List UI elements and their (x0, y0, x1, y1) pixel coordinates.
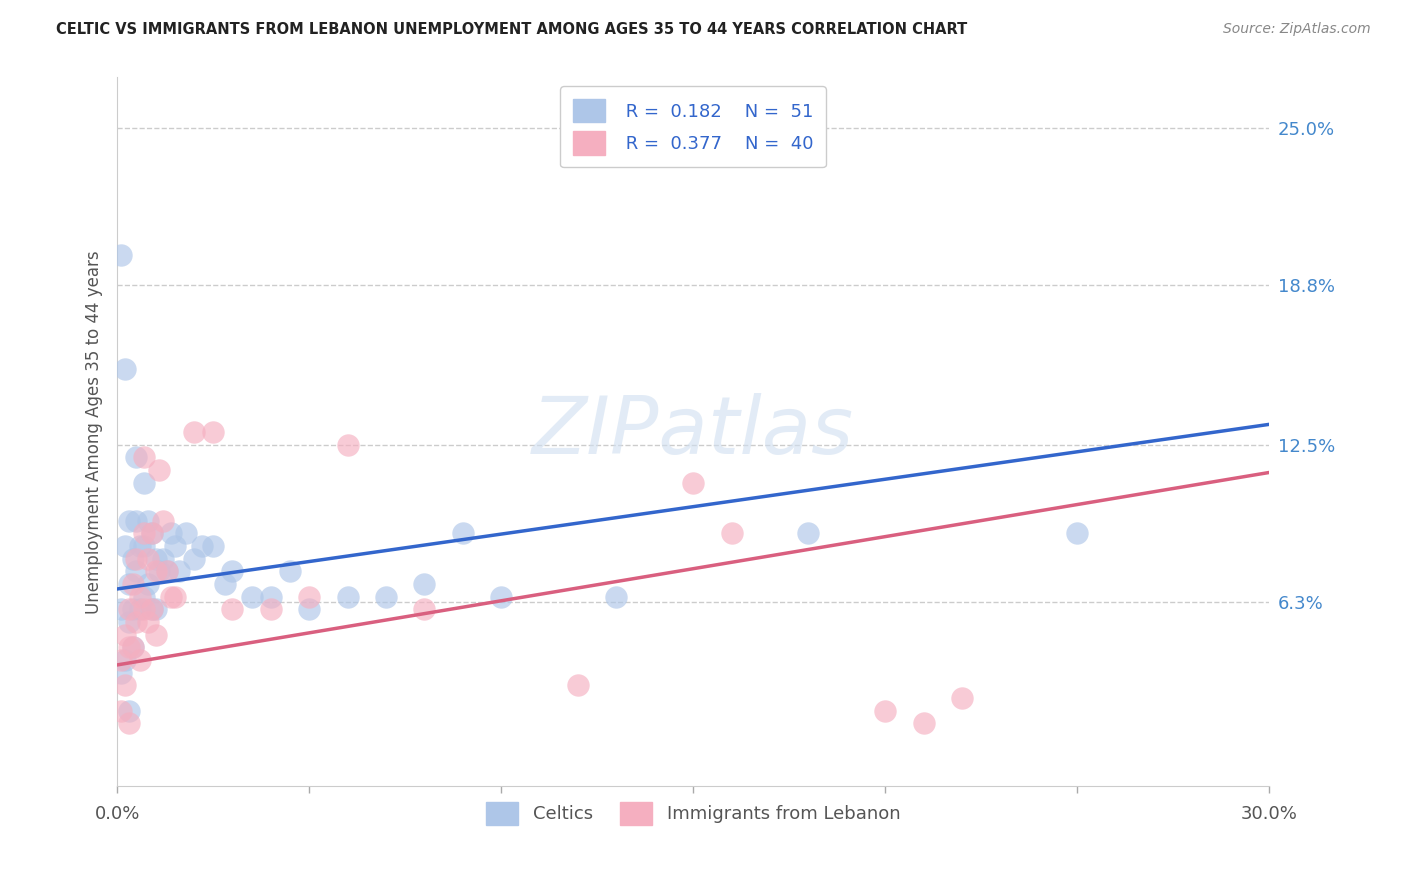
Point (118, 602, 141, 616)
Point (413, 602, 436, 616)
Point (110, 704, 132, 718)
Point (375, 590, 398, 604)
Point (121, 602, 143, 616)
Point (118, 514, 141, 528)
Point (152, 514, 174, 528)
Point (114, 361, 136, 376)
Point (132, 475, 155, 490)
Text: CELTIC VS IMMIGRANTS FROM LEBANON UNEMPLOYMENT AMONG AGES 35 TO 44 YEARS CORRELA: CELTIC VS IMMIGRANTS FROM LEBANON UNEMPL… (56, 22, 967, 37)
Point (148, 463, 170, 477)
Point (152, 551, 174, 566)
Point (567, 678, 589, 692)
Point (129, 653, 152, 667)
Point (183, 425, 205, 439)
Point (278, 564, 301, 578)
Text: Source: ZipAtlas.com: Source: ZipAtlas.com (1223, 22, 1371, 37)
Point (221, 602, 243, 616)
Legend: Celtics, Immigrants from Lebanon: Celtics, Immigrants from Lebanon (477, 793, 910, 834)
Point (125, 564, 148, 578)
Point (110, 665, 132, 680)
Point (451, 526, 474, 541)
Point (141, 526, 163, 541)
Point (125, 551, 148, 566)
Point (118, 640, 141, 655)
Point (136, 577, 159, 591)
Point (118, 615, 141, 629)
Point (141, 602, 163, 616)
Text: ZIPatlas: ZIPatlas (531, 393, 855, 471)
Point (141, 526, 163, 541)
Point (912, 716, 935, 731)
Point (163, 590, 186, 604)
Point (160, 526, 183, 541)
Point (129, 539, 152, 553)
Point (145, 627, 167, 641)
Point (121, 551, 143, 566)
Point (132, 526, 155, 541)
Point (129, 590, 152, 604)
Point (132, 602, 155, 616)
Point (156, 564, 179, 578)
Point (489, 590, 512, 604)
Point (121, 640, 143, 655)
Point (605, 590, 627, 604)
Point (114, 653, 136, 667)
Point (160, 590, 183, 604)
Point (163, 539, 186, 553)
Point (336, 437, 359, 451)
Point (145, 602, 167, 616)
Point (136, 514, 159, 528)
Point (121, 640, 143, 655)
Point (129, 602, 152, 616)
Point (156, 564, 179, 578)
Point (125, 450, 148, 465)
Point (125, 514, 148, 528)
Point (260, 590, 283, 604)
Point (336, 590, 359, 604)
Point (167, 564, 190, 578)
Point (413, 577, 436, 591)
Y-axis label: Unemployment Among Ages 35 to 44 years: Unemployment Among Ages 35 to 44 years (86, 250, 103, 614)
Point (298, 602, 321, 616)
Point (183, 551, 205, 566)
Point (125, 615, 148, 629)
Point (110, 248, 132, 262)
Point (110, 653, 132, 667)
Point (190, 539, 212, 553)
Point (121, 577, 143, 591)
Point (136, 615, 159, 629)
Point (720, 526, 742, 541)
Point (298, 590, 321, 604)
Point (136, 551, 159, 566)
Point (110, 602, 132, 616)
Point (797, 526, 820, 541)
Point (240, 590, 263, 604)
Point (214, 577, 236, 591)
Point (132, 590, 155, 604)
Point (1066, 526, 1088, 541)
Point (132, 450, 155, 465)
Point (145, 564, 167, 578)
Point (950, 690, 973, 705)
Point (202, 425, 225, 439)
Point (221, 564, 243, 578)
Point (176, 526, 198, 541)
Point (145, 551, 167, 566)
Point (114, 539, 136, 553)
Point (141, 602, 163, 616)
Point (875, 704, 897, 718)
Point (118, 577, 141, 591)
Point (148, 564, 170, 578)
Point (118, 704, 141, 718)
Point (202, 539, 225, 553)
Point (114, 627, 136, 641)
Point (114, 678, 136, 692)
Point (132, 539, 155, 553)
Point (260, 602, 283, 616)
Point (682, 475, 704, 490)
Point (118, 716, 141, 731)
